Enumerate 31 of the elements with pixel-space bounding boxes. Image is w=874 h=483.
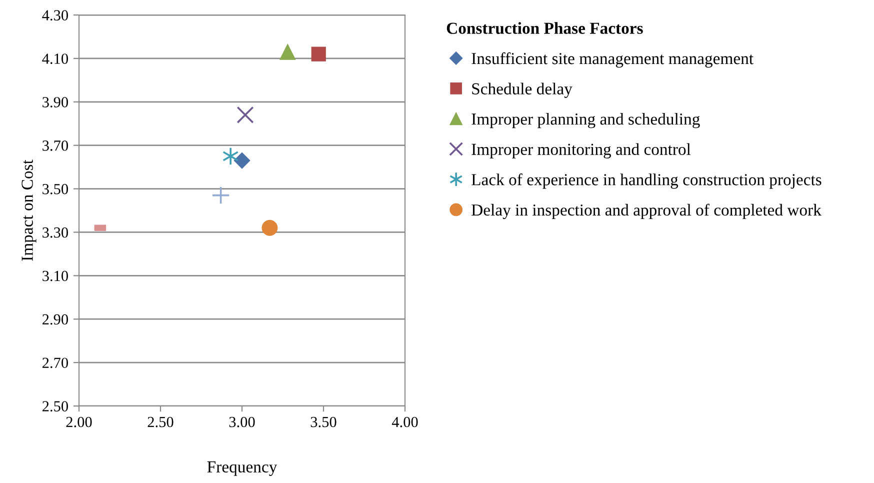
x-axis-title: Frequency <box>207 461 278 476</box>
y-tick-label: 2.50 <box>42 401 68 412</box>
y-tick-label: 2.70 <box>42 358 68 368</box>
y-tick-label: 3.50 <box>42 184 68 194</box>
y-tick-label: 4.10 <box>42 54 68 64</box>
y-tick-label: 3.10 <box>42 270 68 282</box>
y-tick-label: 3.70 <box>42 140 68 151</box>
legend-label: Improper planning and scheduling <box>472 112 700 128</box>
point <box>212 186 230 205</box>
legend-label: Insufficient site management management <box>472 52 754 68</box>
x-tick-label: 3.00 <box>229 416 255 428</box>
point <box>236 106 254 124</box>
legend-title: Construction Phase Factors <box>446 22 643 34</box>
legend-label: Improper monitoring and control <box>472 143 691 158</box>
x-tick-label: 3.50 <box>310 416 336 428</box>
x-tick-label: 2.00 <box>66 416 92 428</box>
y-tick-label: 4.30 <box>42 10 68 21</box>
point <box>234 152 250 169</box>
x-tick-label: 4.00 <box>392 416 418 428</box>
y-axis-title: Impact on Cost <box>22 160 36 261</box>
point <box>262 220 278 236</box>
legend-label: Schedule delay <box>472 82 572 98</box>
y-tick-label: 2.90 <box>42 314 68 325</box>
y-tick-label: 3.30 <box>42 227 68 238</box>
legend-label: Lack of experience in handling construction projects <box>472 173 822 189</box>
point <box>280 44 296 60</box>
point <box>311 46 326 62</box>
point <box>222 146 239 166</box>
legend-label: Delay in inspection and approval of completed work <box>472 204 822 220</box>
y-tick-label: 3.90 <box>42 97 68 108</box>
x-tick-label: 2.50 <box>148 416 174 428</box>
